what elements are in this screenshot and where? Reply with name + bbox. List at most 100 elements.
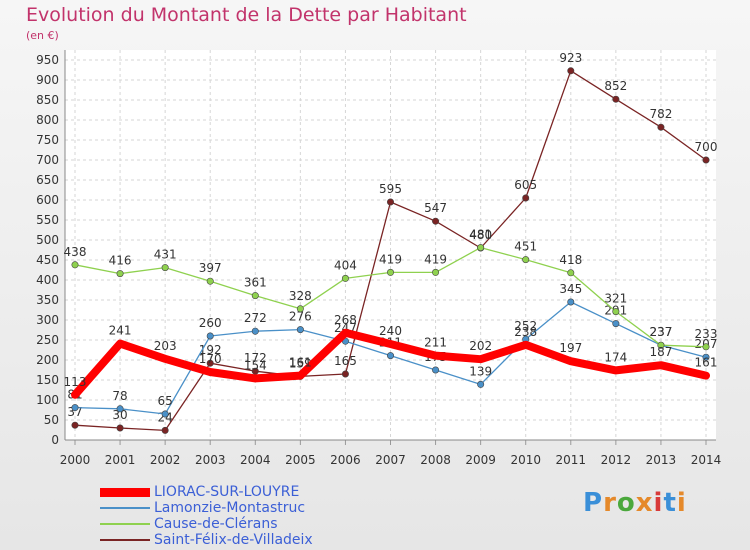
data-label-cause-de-clerans: 237 [649,325,672,339]
data-point-cause-de-clerans [657,341,665,349]
logo-letter: P [583,488,604,518]
y-tick-label: 800 [36,113,59,127]
data-label-saint-felix-de-villadeix: 782 [649,107,672,121]
data-label-liorac-sur-louyre: 187 [649,345,672,359]
y-tick-label: 300 [36,313,59,327]
data-label-cause-de-clerans: 481 [469,228,492,242]
data-point-saint-felix-de-villadeix [71,421,79,429]
data-label-liorac-sur-louyre: 268 [334,313,357,327]
data-label-cause-de-clerans: 233 [695,327,718,341]
data-label-saint-felix-de-villadeix: 852 [604,79,627,93]
data-point-cause-de-clerans [251,292,259,300]
data-label-liorac-sur-louyre: 238 [514,325,537,339]
data-label-cause-de-clerans: 451 [514,240,537,254]
logo-letter: o [616,488,636,518]
data-label-liorac-sur-louyre: 170 [199,352,222,366]
x-tick-label: 2012 [601,453,632,467]
data-point-cause-de-clerans [477,244,485,252]
logo-letter: i [653,488,664,518]
legend-item-saint-felix-de-villadeix: Saint-Félix-de-Villadeix [100,532,313,548]
x-tick-label: 2004 [240,453,271,467]
data-label-saint-felix-de-villadeix: 700 [695,140,718,154]
data-point-cause-de-clerans [386,268,394,276]
data-point-lamonzie-montastruc [251,327,259,335]
series-line-liorac-sur-louyre [71,328,710,399]
x-tick-label: 2003 [195,453,226,467]
data-point-cause-de-clerans [116,270,124,278]
y-tick-label: 150 [36,373,59,387]
data-label-lamonzie-montastruc: 78 [112,389,127,403]
data-point-cause-de-clerans [567,269,575,277]
data-label-cause-de-clerans: 404 [334,258,357,272]
data-point-cause-de-clerans [296,305,304,313]
data-point-lamonzie-montastruc [567,298,575,306]
data-label-liorac-sur-louyre: 113 [64,375,87,389]
data-point-lamonzie-montastruc [432,366,440,374]
data-point-saint-felix-de-villadeix [612,95,620,103]
legend-item-liorac-sur-louyre: LIORAC-SUR-LOUYRE [100,484,313,500]
data-point-cause-de-clerans [161,264,169,272]
data-label-cause-de-clerans: 361 [244,276,267,290]
data-label-saint-felix-de-villadeix: 547 [424,201,447,215]
x-tick-label: 2008 [420,453,451,467]
legend-label-saint-felix-de-villadeix: Saint-Félix-de-Villadeix [154,532,313,548]
x-tick-label: 2001 [105,453,136,467]
x-tick-label: 2006 [330,453,361,467]
x-tick-label: 2002 [150,453,181,467]
y-tick-label: 350 [36,293,59,307]
data-point-saint-felix-de-villadeix [206,359,214,367]
data-label-saint-felix-de-villadeix: 172 [244,351,267,365]
data-label-liorac-sur-louyre: 202 [469,339,492,353]
data-point-saint-felix-de-villadeix [567,67,575,75]
y-tick-label: 900 [36,73,59,87]
data-label-cause-de-clerans: 419 [424,252,447,266]
data-point-cause-de-clerans [341,274,349,282]
legend: LIORAC-SUR-LOUYRE Lamonzie-Montastruc Caus… [100,484,313,548]
data-label-lamonzie-montastruc: 237 [649,325,672,339]
x-tick-label: 2009 [465,453,496,467]
logo-letter: r [603,488,617,518]
data-label-cause-de-clerans: 416 [109,254,132,268]
x-tick-label: 2014 [691,453,722,467]
data-label-lamonzie-montastruc: 139 [469,364,492,378]
data-label-saint-felix-de-villadeix: 30 [112,408,127,422]
data-label-cause-de-clerans: 419 [379,252,402,266]
data-point-saint-felix-de-villadeix [702,156,710,164]
data-point-lamonzie-montastruc [386,352,394,360]
data-point-saint-felix-de-villadeix [522,194,530,202]
y-tick-label: 450 [36,253,59,267]
data-point-lamonzie-montastruc [71,404,79,412]
x-tick-label: 2013 [646,453,677,467]
data-label-liorac-sur-louyre: 174 [604,350,627,364]
y-tick-label: 250 [36,333,59,347]
data-label-cause-de-clerans: 431 [154,248,177,262]
data-label-cause-de-clerans: 328 [289,289,312,303]
data-point-saint-felix-de-villadeix [161,426,169,434]
data-label-liorac-sur-louyre: 154 [244,358,267,372]
x-tick-label: 2010 [510,453,541,467]
legend-swatch-liorac-sur-louyre [100,487,150,497]
data-label-cause-de-clerans: 438 [64,245,87,259]
y-tick-label: 0 [51,433,59,447]
y-tick-label: 650 [36,173,59,187]
data-point-lamonzie-montastruc [206,332,214,340]
data-point-cause-de-clerans [71,261,79,269]
y-tick-label: 700 [36,153,59,167]
legend-swatch-lamonzie-montastruc [100,507,150,509]
data-label-liorac-sur-louyre: 240 [379,324,402,338]
logo-letter: t [663,488,677,518]
legend-label-lamonzie-montastruc: Lamonzie-Montastruc [154,500,306,516]
data-point-cause-de-clerans [206,277,214,285]
legend-swatch-saint-felix-de-villadeix [100,539,150,541]
data-point-lamonzie-montastruc [161,410,169,418]
chart-title: Evolution du Montant de la Dette par Hab… [26,4,467,26]
data-label-lamonzie-montastruc: 65 [158,394,173,408]
data-label-lamonzie-montastruc: 252 [514,319,537,333]
data-label-liorac-sur-louyre: 161 [695,356,718,370]
legend-item-lamonzie-montastruc: Lamonzie-Montastruc [100,500,313,516]
legend-label-liorac-sur-louyre: LIORAC-SUR-LOUYRE [154,484,300,500]
x-tick-label: 2007 [375,453,406,467]
data-label-saint-felix-de-villadeix: 923 [559,51,582,65]
y-tick-label: 600 [36,193,59,207]
